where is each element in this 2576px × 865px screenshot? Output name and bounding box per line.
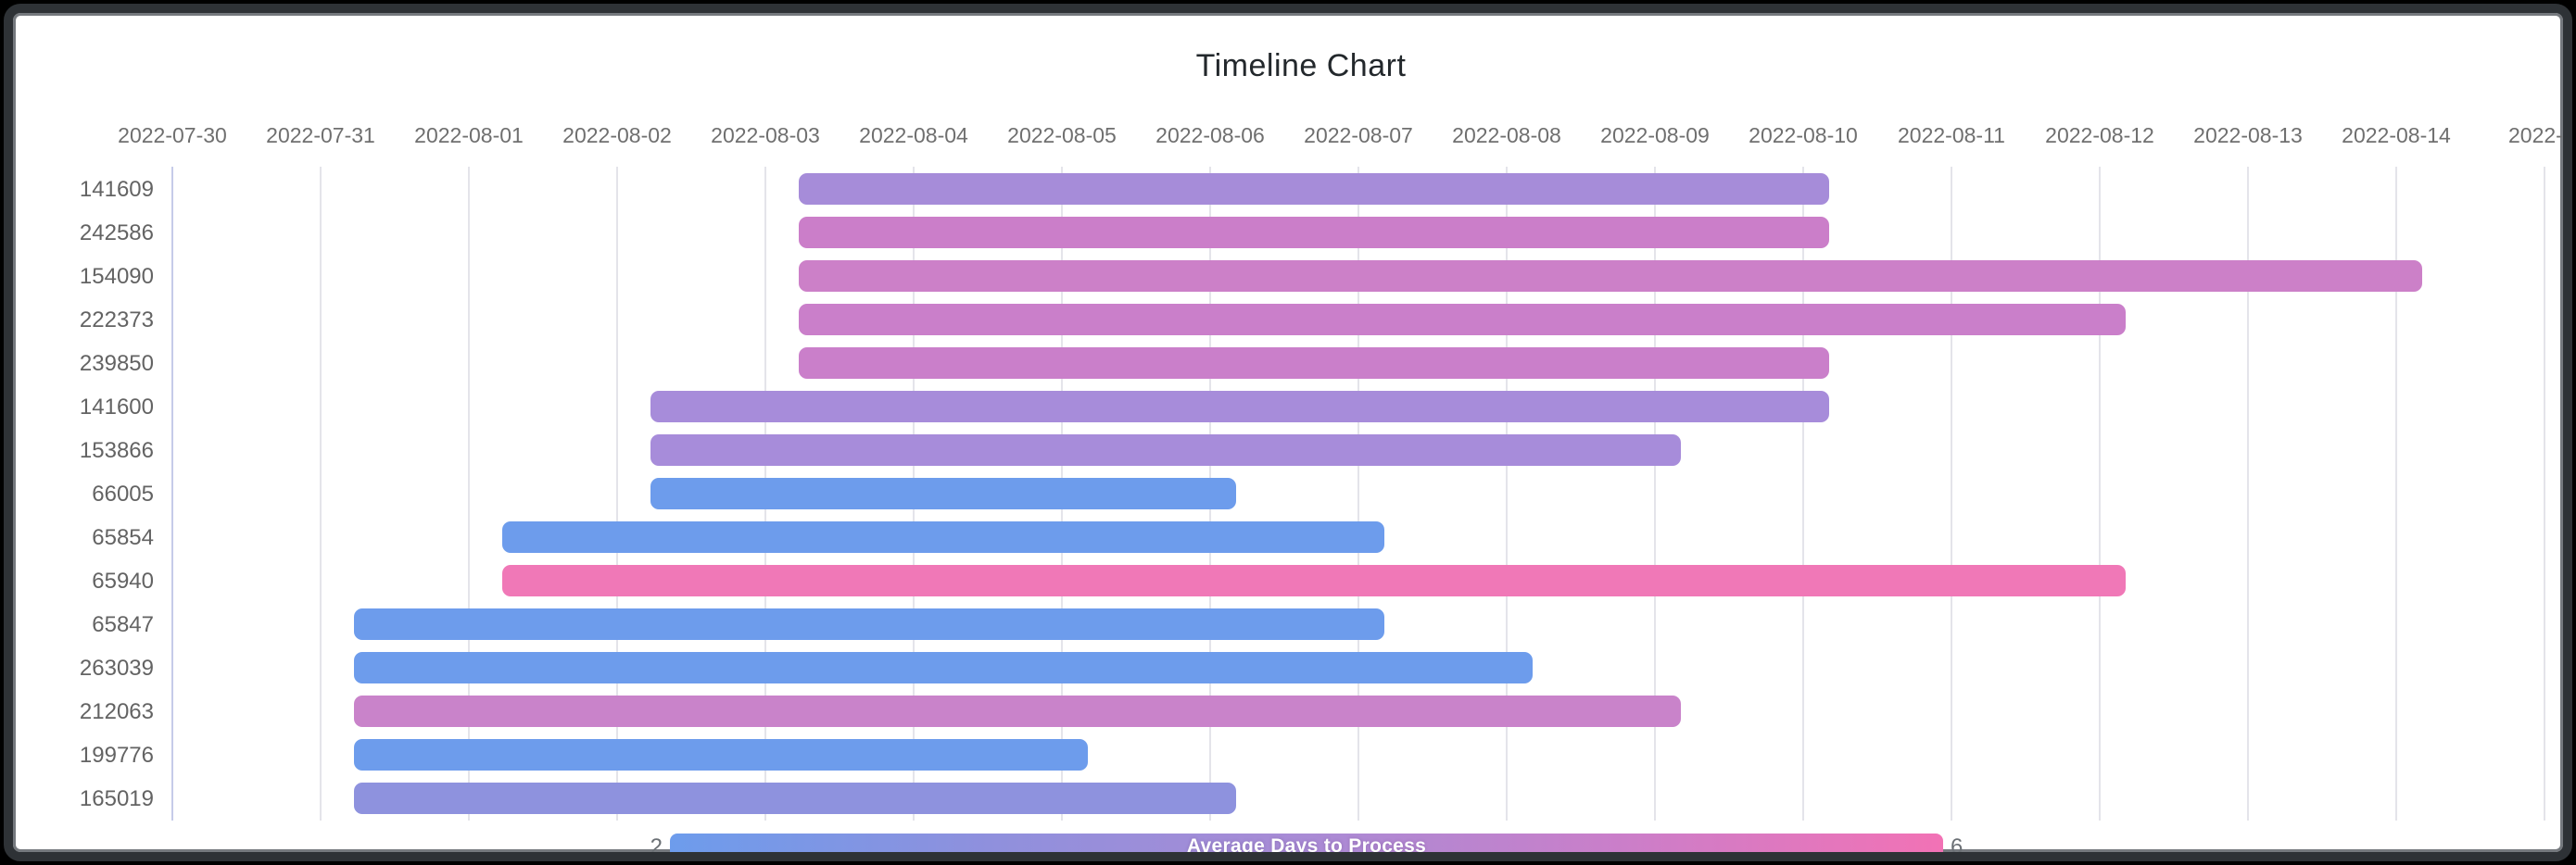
row-label: 65940 — [92, 568, 154, 594]
gridline — [1357, 167, 1359, 821]
x-axis-tick-label: 2022-08-08 — [1452, 123, 1561, 147]
timeline-bar[interactable] — [799, 347, 1829, 379]
gridline — [171, 167, 173, 821]
x-axis-tick-label: 2022-08-10 — [1749, 123, 1858, 147]
gridline — [468, 167, 470, 821]
gridline — [616, 167, 618, 821]
legend-max-value: 6 — [1951, 834, 1964, 859]
gridline — [1506, 167, 1508, 821]
gridline — [1654, 167, 1656, 821]
x-axis-tick-label: 2022-07-31 — [266, 123, 375, 147]
x-axis-tick-label: 2022-08-09 — [1600, 123, 1710, 147]
legend-min-value: 2 — [650, 834, 663, 859]
timeline-bar[interactable] — [650, 391, 1829, 422]
gridline — [320, 167, 322, 821]
row-label: 153866 — [79, 437, 154, 463]
gridline — [1951, 167, 1952, 821]
legend-label: Average Days to Process — [1186, 835, 1427, 857]
timeline-bar[interactable] — [354, 608, 1384, 640]
x-axis-tick-label: 2022-08-06 — [1155, 123, 1265, 147]
x-axis-tick-label: 2022-... — [2508, 123, 2570, 147]
row-label: 242586 — [79, 219, 154, 245]
x-axis-tick-label: 2022-08-03 — [711, 123, 820, 147]
row-label: 199776 — [79, 742, 154, 768]
row-label: 239850 — [79, 350, 154, 376]
row-label: 141600 — [79, 394, 154, 420]
gridline — [1802, 167, 1804, 821]
x-axis-tick-label: 2022-08-02 — [562, 123, 672, 147]
timeline-bar[interactable] — [354, 696, 1681, 727]
gridline — [2099, 167, 2101, 821]
timeline-bar[interactable] — [650, 434, 1681, 466]
row-label: 154090 — [79, 263, 154, 289]
timeline-bar[interactable] — [799, 304, 2126, 335]
row-label: 212063 — [79, 698, 154, 724]
chart-title: Timeline Chart — [1195, 48, 1407, 83]
legend-gradient-bar: Average Days to Process — [670, 834, 1943, 857]
timeline-bar[interactable] — [354, 652, 1533, 683]
timeline-bar[interactable] — [799, 173, 1829, 205]
timeline-bar[interactable] — [799, 217, 1829, 248]
gridline — [2544, 167, 2545, 821]
row-label: 165019 — [79, 785, 154, 811]
row-label: 65847 — [92, 611, 154, 637]
x-axis-tick-label: 2022-08-01 — [414, 123, 524, 147]
gridline — [2247, 167, 2249, 821]
row-label: 263039 — [79, 655, 154, 681]
legend: 2 Average Days to Process 6 — [26, 834, 2563, 859]
x-axis-tick-label: 2022-08-14 — [2342, 123, 2451, 147]
x-axis-tick-label: 2022-08-11 — [1898, 123, 2005, 147]
gridline — [2395, 167, 2397, 821]
row-label: 141609 — [79, 176, 154, 202]
row-label: 65854 — [92, 524, 154, 550]
row-label: 222373 — [79, 307, 154, 332]
timeline-bar[interactable] — [354, 783, 1236, 814]
x-axis-tick-label: 2022-07-30 — [118, 123, 227, 147]
x-axis-tick-label: 2022-08-05 — [1007, 123, 1117, 147]
x-axis-tick-label: 2022-08-13 — [2193, 123, 2303, 147]
x-axis-tick-label: 2022-08-12 — [2045, 123, 2154, 147]
x-axis-tick-label: 2022-08-04 — [859, 123, 968, 147]
row-label: 66005 — [92, 481, 154, 507]
timeline-bar[interactable] — [354, 739, 1088, 771]
timeline-bar[interactable] — [502, 565, 2126, 596]
timeline-bar[interactable] — [650, 478, 1236, 509]
x-axis-tick-label: 2022-08-07 — [1304, 123, 1413, 147]
timeline-bar[interactable] — [502, 521, 1384, 553]
chart-stage: Timeline Chart 2022-07-30 2022-07-31 2022-… — [26, 26, 2570, 859]
timeline-bar[interactable] — [799, 260, 2422, 292]
chart-window: Timeline Chart 2022-07-30 2022-07-31 2022-… — [4, 4, 2572, 861]
